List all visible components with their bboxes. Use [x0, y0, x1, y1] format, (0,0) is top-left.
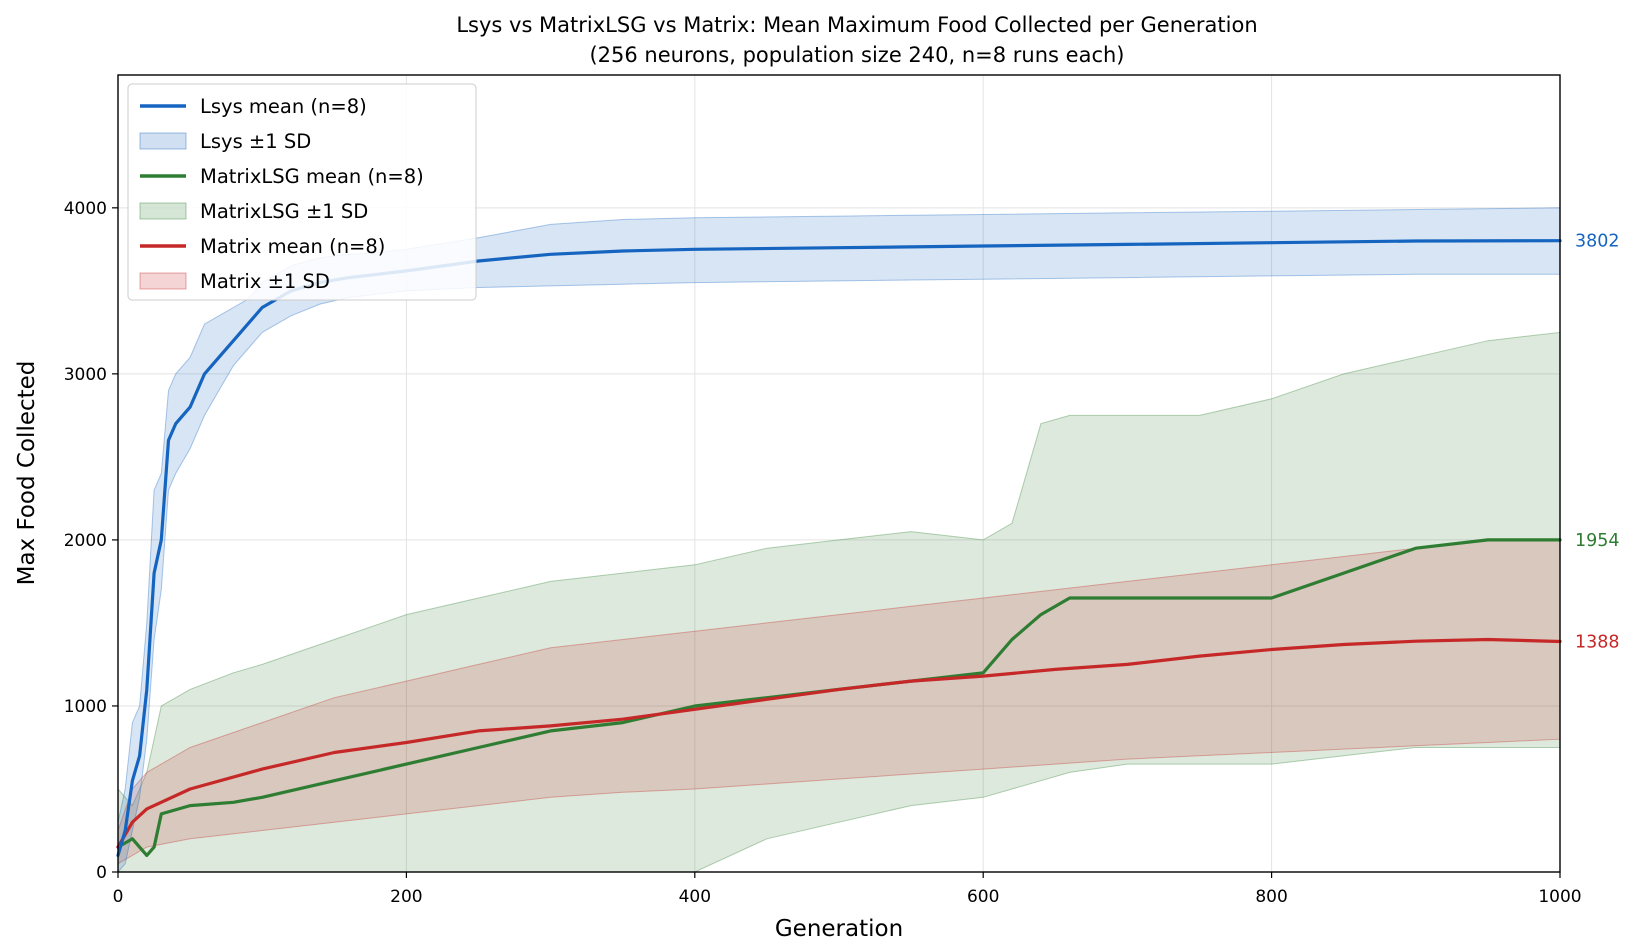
legend-band-swatch	[139, 272, 187, 290]
y-tick-label: 0	[96, 863, 107, 883]
x-axis-label: Generation	[775, 916, 903, 942]
x-axis-ticks: 0 200 400 600 800 1000	[113, 872, 1582, 907]
legend: Lsys mean (n=8) Lsys ±1 SD MatrixLSG mean …	[127, 83, 477, 301]
y-tick-label: 1000	[64, 697, 107, 717]
legend-entry-band: Matrix ±1 SD	[200, 270, 330, 293]
x-tick-label: 200	[390, 887, 422, 907]
legend-band-swatch	[139, 132, 187, 150]
legend-band-swatch	[139, 202, 187, 220]
legend-entry-mean: Lsys mean (n=8)	[200, 95, 367, 118]
end-label-0: 3802	[1575, 232, 1620, 252]
legend-entry-band: Lsys ±1 SD	[200, 130, 311, 153]
x-tick-label: 1000	[1538, 887, 1581, 907]
legend-box	[127, 83, 477, 301]
plot-frame	[117, 74, 1561, 873]
y-axis-label: Max Food Collected	[14, 361, 40, 586]
end-label-1: 1954	[1575, 531, 1620, 551]
end-value-labels: 3802 1954 1388	[1575, 232, 1620, 653]
x-tick-label: 800	[1255, 887, 1287, 907]
sd-bands	[117, 207, 1561, 874]
legend-entry-mean: Matrix mean (n=8)	[200, 235, 385, 258]
y-tick-label: 4000	[64, 199, 107, 219]
y-tick-label: 2000	[64, 531, 107, 551]
y-axis-ticks: 0 1000 2000 3000 4000	[64, 199, 118, 883]
chart-title: Lsys vs MatrixLSG vs Matrix: Mean Maximu…	[456, 13, 1257, 37]
x-tick-label: 600	[967, 887, 999, 907]
legend-entry-mean: MatrixLSG mean (n=8)	[200, 165, 424, 188]
mean-line-1	[116, 538, 1562, 858]
x-tick-label: 0	[113, 887, 124, 907]
x-tick-label: 400	[679, 887, 711, 907]
chart-subtitle: (256 neurons, population size 240, n=8 r…	[589, 43, 1124, 67]
end-label-2: 1388	[1575, 633, 1620, 653]
mean-line-2	[116, 637, 1562, 849]
y-tick-label: 3000	[64, 365, 107, 385]
legend-entry-band: MatrixLSG ±1 SD	[200, 200, 368, 223]
